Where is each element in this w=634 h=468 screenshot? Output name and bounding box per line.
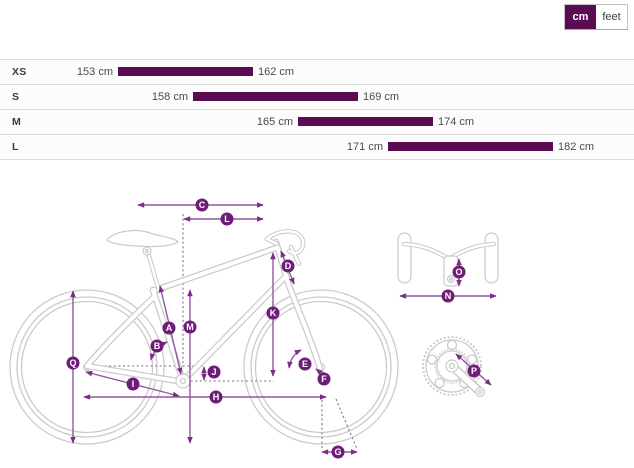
svg-text:M: M <box>186 322 194 332</box>
bottom-bracket <box>175 373 191 389</box>
min-height-value: 153 cm <box>76 66 113 78</box>
cockpit-fill <box>145 230 305 293</box>
max-height-value: 162 cm <box>258 66 295 78</box>
marker-K: K <box>266 306 280 320</box>
svg-text:F: F <box>321 374 327 384</box>
marker-Q: Q <box>66 356 80 370</box>
svg-text:B: B <box>154 341 161 351</box>
svg-text:D: D <box>285 261 292 271</box>
marker-A: A <box>162 321 176 335</box>
units-option-cm[interactable]: cm <box>565 5 596 29</box>
height-range-bar <box>193 92 358 101</box>
svg-text:A: A <box>166 323 173 333</box>
marker-I: I <box>126 377 140 391</box>
size-label: L <box>12 141 19 153</box>
dimension-markers: C L D K A M B E Q J F I H G O N P <box>66 198 481 459</box>
svg-text:H: H <box>213 392 220 402</box>
min-height-value: 158 cm <box>151 91 188 103</box>
svg-text:E: E <box>302 359 308 369</box>
marker-E: E <box>298 357 312 371</box>
construction-lines <box>86 214 358 450</box>
svg-text:N: N <box>445 291 452 301</box>
size-label: M <box>12 116 22 128</box>
units-toggle: cm feet <box>564 4 628 30</box>
svg-text:J: J <box>211 367 216 377</box>
size-row-M[interactable]: M 165 cm 174 cm <box>0 110 634 135</box>
height-range-bar <box>388 142 553 151</box>
marker-N: N <box>441 289 455 303</box>
size-row-XS[interactable]: XS 153 cm 162 cm <box>0 60 634 85</box>
units-option-feet[interactable]: feet <box>596 5 627 29</box>
marker-G: G <box>331 445 345 459</box>
svg-text:L: L <box>224 214 230 224</box>
min-height-value: 165 cm <box>256 116 293 128</box>
svg-text:I: I <box>132 379 135 389</box>
height-range-bar <box>118 67 253 76</box>
marker-M: M <box>183 320 197 334</box>
size-label: S <box>12 91 20 103</box>
max-height-value: 174 cm <box>438 116 475 128</box>
max-height-value: 182 cm <box>558 141 595 153</box>
svg-text:C: C <box>199 200 206 210</box>
svg-text:P: P <box>471 366 477 376</box>
marker-B: B <box>150 339 164 353</box>
svg-text:O: O <box>455 267 462 277</box>
svg-text:K: K <box>270 308 277 318</box>
min-height-value: 171 cm <box>346 141 383 153</box>
svg-text:G: G <box>334 447 341 457</box>
marker-J: J <box>207 365 221 379</box>
size-label: XS <box>12 66 27 78</box>
size-row-S[interactable]: S 158 cm 169 cm <box>0 85 634 110</box>
svg-text:Q: Q <box>69 358 76 368</box>
marker-O: O <box>452 265 466 279</box>
marker-H: H <box>209 390 223 404</box>
front-wheel <box>243 289 399 445</box>
saddle <box>106 230 179 256</box>
marker-F: F <box>317 372 331 386</box>
max-height-value: 169 cm <box>363 91 400 103</box>
marker-L: L <box>220 212 234 226</box>
handlebar-front-view <box>397 232 499 287</box>
marker-D: D <box>281 259 295 273</box>
size-row-L[interactable]: L 171 cm 182 cm <box>0 135 634 160</box>
marker-P: P <box>467 364 481 378</box>
marker-C: C <box>195 198 209 212</box>
size-chart: XS 153 cm 162 cm S 158 cm 169 cm M 165 cm 174 cm… <box>0 59 634 160</box>
height-range-bar <box>298 117 433 126</box>
